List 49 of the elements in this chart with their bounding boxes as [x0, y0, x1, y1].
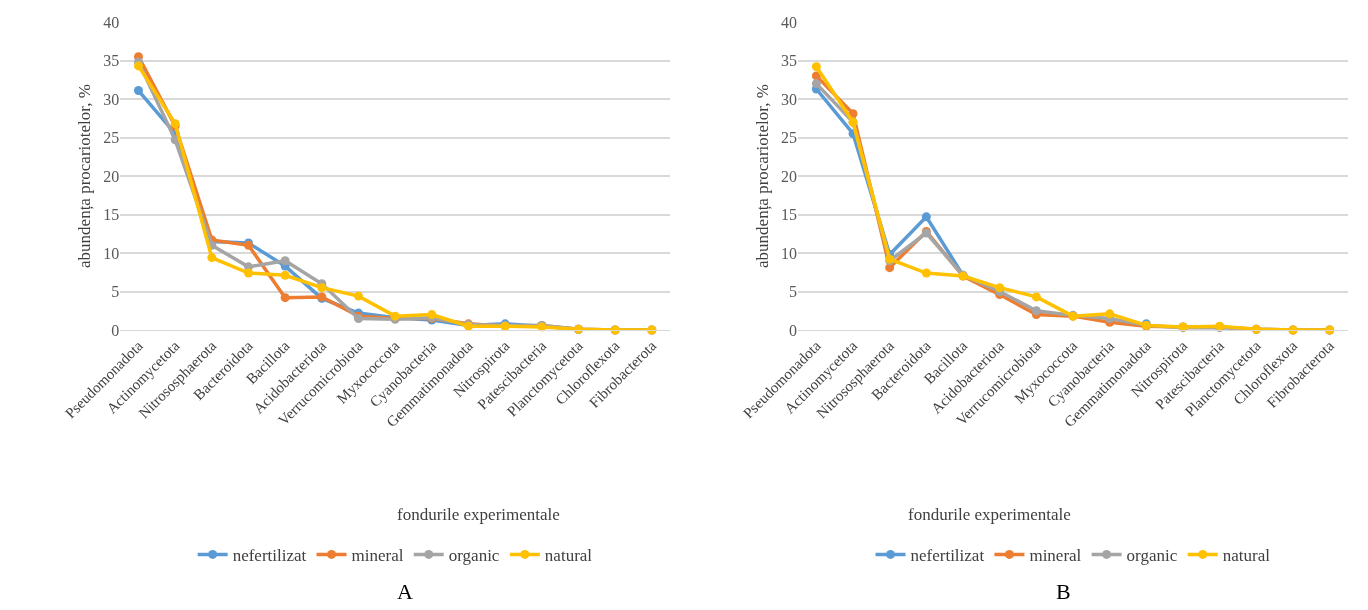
- y-axis-title: abundența procariotelor, %: [752, 84, 772, 268]
- y-tick-label: 35: [781, 52, 798, 70]
- y-tick-label: 35: [103, 52, 120, 70]
- point: [1031, 292, 1041, 302]
- legend-label: nefertilizat: [232, 546, 307, 566]
- legend-label: natural: [1222, 546, 1271, 566]
- x-axis-title: fondurile experimentale: [908, 505, 1071, 524]
- point: [1031, 306, 1041, 316]
- point: [921, 268, 931, 278]
- y-tick-label: 20: [103, 167, 120, 185]
- legend-label: organic: [448, 546, 500, 566]
- point: [280, 293, 290, 303]
- y-tick-label: 40: [103, 13, 120, 31]
- legend-label: nefertilizat: [910, 546, 985, 566]
- y-tick-label: 5: [111, 283, 120, 301]
- point: [811, 79, 821, 89]
- text: A: [397, 579, 413, 604]
- legend-label: organic: [1126, 546, 1178, 566]
- y-tick-label: 40: [781, 13, 798, 31]
- point: [995, 283, 1005, 293]
- point: [133, 61, 143, 71]
- y-tick-label: 10: [781, 244, 798, 262]
- y-tick-label: 10: [103, 244, 120, 262]
- y-tick-label: 25: [103, 129, 120, 147]
- point: [243, 268, 253, 278]
- text: B: [1056, 579, 1071, 604]
- point: [280, 256, 290, 266]
- y-axis-title: abundența procariotelor, %: [74, 84, 94, 268]
- legend-label: mineral: [351, 546, 404, 566]
- y-tick-label: 30: [781, 90, 798, 108]
- y-tick-label: 20: [781, 167, 798, 185]
- point: [921, 212, 931, 222]
- point: [317, 283, 327, 293]
- legend-label: natural: [544, 546, 593, 566]
- y-tick-label: 0: [111, 321, 120, 339]
- y-tick-label: 25: [781, 129, 798, 147]
- point: [1105, 309, 1115, 319]
- y-tick-label: 0: [789, 321, 798, 339]
- legend-label: mineral: [1029, 546, 1082, 566]
- y-tick-label: 15: [103, 206, 120, 224]
- x-axis-title: fondurile experimentale: [397, 505, 560, 524]
- y-tick-label: 5: [789, 283, 798, 301]
- point: [811, 62, 821, 72]
- point: [280, 270, 290, 280]
- point: [133, 86, 143, 96]
- point: [207, 253, 217, 263]
- y-tick-label: 15: [781, 206, 798, 224]
- point: [353, 291, 363, 301]
- y-tick-label: 30: [103, 90, 120, 108]
